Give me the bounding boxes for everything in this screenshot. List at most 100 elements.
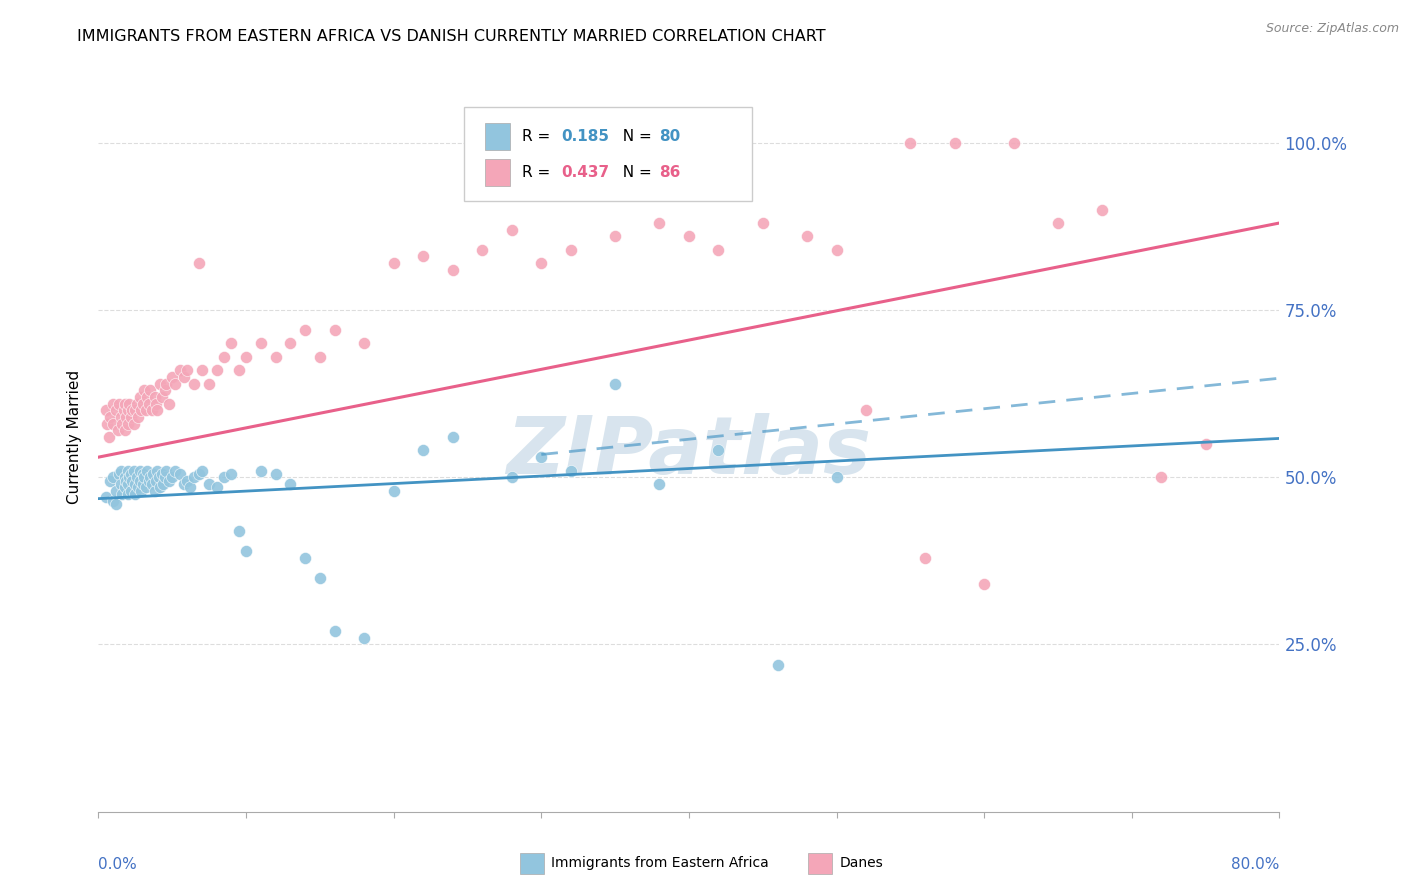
Point [560, 243, 582, 257]
Point [145, 396, 167, 410]
Point [250, 464, 273, 478]
Text: IMMIGRANTS FROM EASTERN AFRICA VS DANISH CURRENTLY MARRIED CORRELATION CHART: IMMIGRANTS FROM EASTERN AFRICA VS DANISH… [77, 29, 825, 44]
Point [323, 624, 346, 639]
Point [212, 470, 235, 484]
Point [122, 417, 145, 431]
Point [105, 497, 128, 511]
Point [235, 543, 257, 558]
Point [117, 403, 139, 417]
Text: R =: R = [522, 165, 555, 179]
Point [198, 476, 221, 491]
Point [114, 424, 136, 438]
Point [127, 480, 149, 494]
Point [146, 464, 169, 478]
Text: 0.185: 0.185 [561, 129, 609, 144]
Text: ZIPatlas: ZIPatlas [506, 413, 872, 491]
Point [228, 524, 250, 538]
Point [169, 467, 191, 481]
Point [530, 450, 553, 465]
Point [94, 491, 117, 505]
Point [124, 476, 146, 491]
Point [103, 493, 125, 508]
Point [825, 243, 848, 257]
Point [309, 571, 332, 585]
Point [98, 474, 121, 488]
Point [115, 410, 138, 425]
Point [605, 376, 627, 391]
Point [94, 403, 117, 417]
Point [134, 470, 156, 484]
Point [112, 403, 135, 417]
Point [179, 480, 201, 494]
Point [766, 657, 789, 672]
Point [1046, 216, 1070, 230]
Point [648, 216, 671, 230]
Point [132, 396, 155, 410]
Point [155, 376, 177, 391]
Point [198, 376, 221, 391]
Point [914, 550, 936, 565]
Point [155, 464, 177, 478]
Point [125, 470, 148, 484]
Point [228, 363, 250, 377]
Point [280, 336, 302, 351]
Point [412, 250, 434, 264]
Point [121, 403, 143, 417]
Point [560, 464, 582, 478]
Point [157, 396, 180, 410]
Point [121, 474, 143, 488]
Point [1150, 470, 1173, 484]
Text: Source: ZipAtlas.com: Source: ZipAtlas.com [1265, 22, 1399, 36]
Point [501, 470, 523, 484]
Point [98, 410, 121, 425]
Text: 80.0%: 80.0% [1232, 856, 1279, 871]
Point [108, 467, 131, 481]
Point [142, 467, 165, 481]
Point [129, 483, 152, 498]
Point [943, 136, 966, 150]
Point [141, 476, 163, 491]
Point [105, 403, 128, 417]
Point [150, 467, 173, 481]
Text: 0.437: 0.437 [561, 165, 609, 179]
Point [530, 256, 553, 270]
Point [412, 443, 434, 458]
Point [152, 476, 174, 491]
Point [124, 403, 146, 417]
Point [117, 487, 139, 501]
Point [96, 417, 118, 431]
Point [128, 390, 150, 404]
Point [125, 396, 148, 410]
Point [501, 223, 523, 237]
Point [191, 363, 214, 377]
Text: 86: 86 [659, 165, 681, 179]
Point [117, 417, 139, 431]
Text: 0.0%: 0.0% [98, 856, 138, 871]
Point [111, 487, 134, 501]
Text: R =: R = [522, 129, 555, 144]
Point [120, 467, 142, 481]
Point [114, 470, 136, 484]
Point [120, 483, 142, 498]
Point [855, 403, 877, 417]
Point [124, 487, 146, 501]
Point [136, 390, 159, 404]
Point [264, 350, 287, 364]
Point [471, 243, 494, 257]
Point [107, 424, 129, 438]
Text: N =: N = [613, 165, 657, 179]
Point [280, 476, 302, 491]
Point [143, 390, 166, 404]
Point [173, 369, 195, 384]
Point [153, 470, 176, 484]
Y-axis label: Currently Married: Currently Married [67, 370, 83, 504]
Point [97, 430, 120, 444]
Point [183, 470, 205, 484]
Point [117, 476, 139, 491]
Point [176, 363, 198, 377]
Point [132, 467, 155, 481]
Point [110, 410, 132, 425]
Point [221, 336, 243, 351]
Point [162, 369, 183, 384]
Point [129, 403, 152, 417]
